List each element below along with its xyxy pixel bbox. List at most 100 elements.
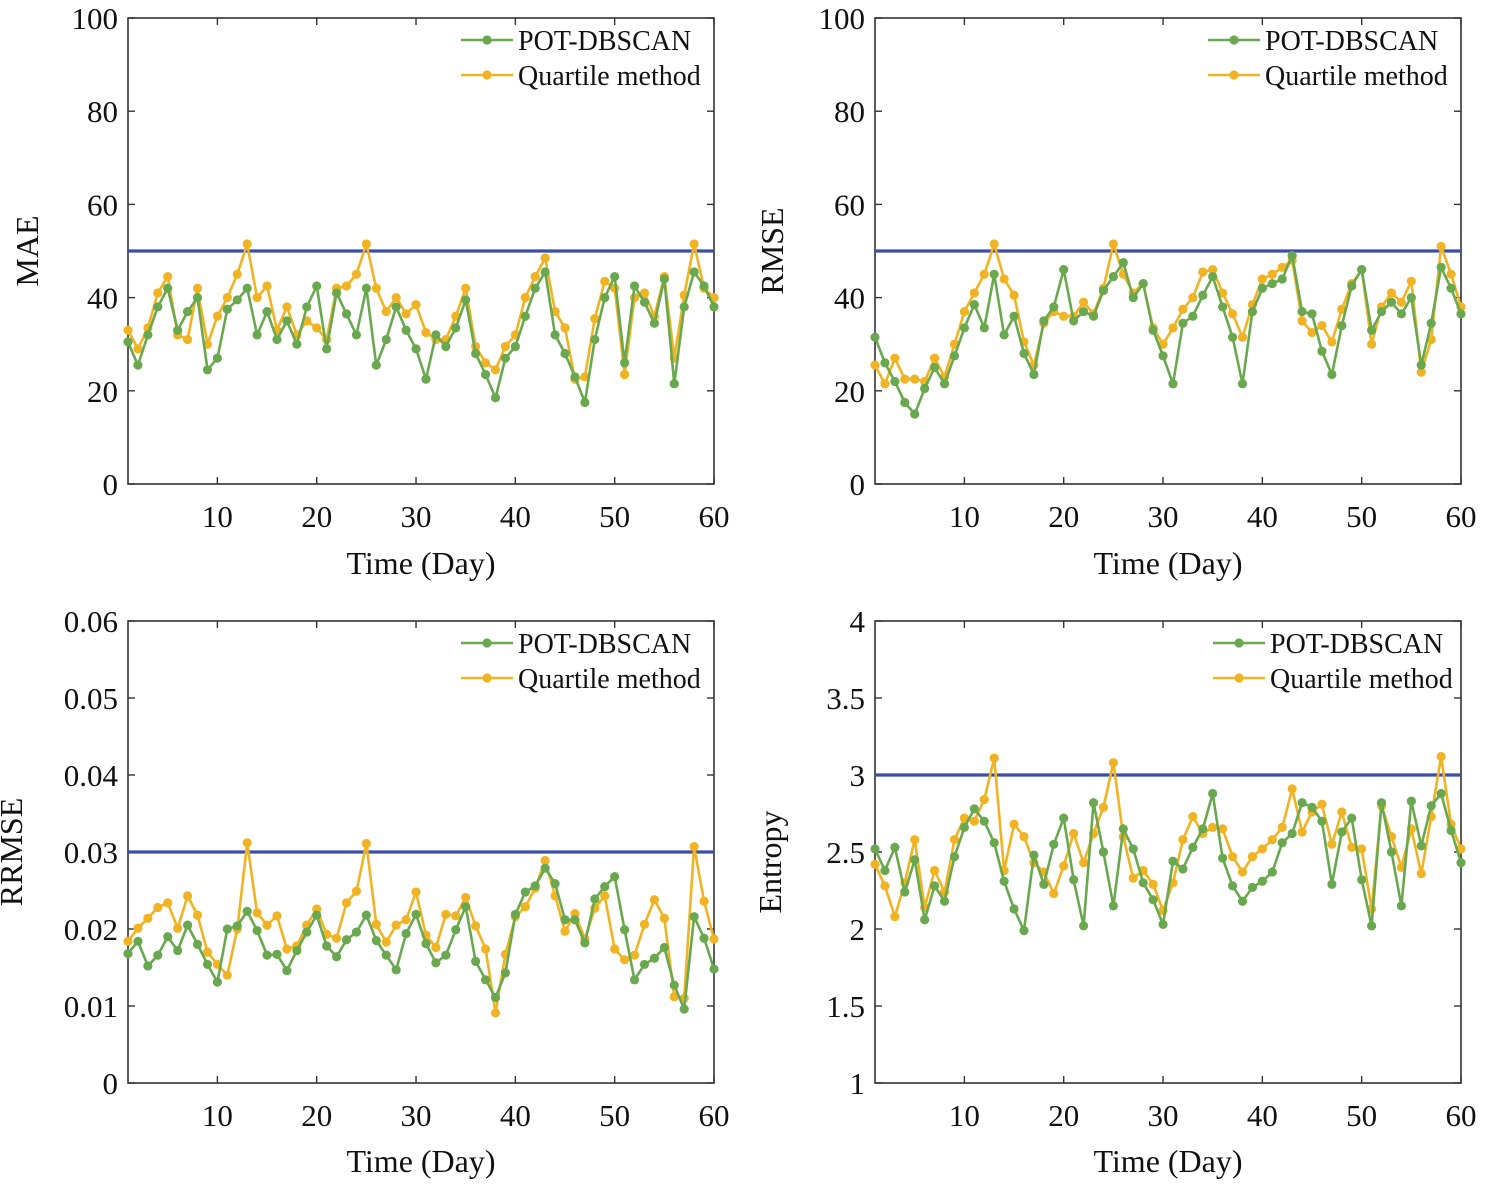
pot-dbscan-data-point — [900, 397, 910, 408]
quartile-method-data-point — [490, 365, 501, 375]
quartile-method-data-point — [212, 311, 222, 321]
pot-dbscan-data-point — [471, 348, 481, 359]
quartile-method-data-point — [900, 374, 910, 384]
legend-marker — [1234, 673, 1244, 683]
quartile-method-data-point — [341, 898, 352, 908]
quartile-method-data-point — [331, 933, 342, 943]
y-tick-label: 0.01 — [64, 989, 118, 1024]
pot-dbscan-data-point — [242, 906, 252, 916]
pot-dbscan-data-point — [1247, 882, 1258, 893]
pot-dbscan-data-point — [1337, 320, 1347, 331]
x-tick-label: 30 — [401, 1098, 432, 1133]
quartile-method-data-point — [232, 269, 242, 279]
pot-dbscan-data-point — [1098, 847, 1109, 857]
pot-dbscan-data-point — [133, 936, 143, 946]
pot-dbscan-data-point — [1208, 788, 1218, 799]
quartile-method-data-point — [282, 302, 292, 312]
quartile-method-data-point — [870, 859, 880, 869]
pot-dbscan-data-point — [1367, 325, 1377, 335]
quartile-method-data-point — [929, 865, 940, 876]
y-tick-label: 1 — [850, 1066, 866, 1101]
pot-dbscan-data-point — [1357, 265, 1367, 275]
pot-dbscan-data-point — [910, 409, 920, 419]
pot-dbscan-data-point — [1237, 379, 1248, 389]
pot-dbscan-data-point — [1198, 290, 1208, 300]
pot-dbscan-data-point — [870, 844, 880, 854]
quartile-method-data-point — [1297, 316, 1307, 326]
quartile-method-data-point — [123, 936, 133, 946]
pot-dbscan-data-point — [322, 941, 332, 951]
x-axis-title: Time (Day) — [346, 545, 495, 581]
quartile-method-data-point — [361, 838, 371, 849]
quartile-method-data-point — [1367, 339, 1377, 349]
pot-dbscan-data-point — [939, 896, 950, 906]
pot-dbscan-data-point — [1456, 309, 1466, 319]
pot-dbscan-series-line — [126, 270, 716, 404]
pot-dbscan-data-point — [302, 927, 312, 937]
pot-dbscan-data-point — [689, 267, 699, 277]
pot-dbscan-data-point — [600, 882, 610, 892]
quartile-method-data-point — [1128, 873, 1138, 883]
pot-dbscan-data-point — [959, 822, 969, 832]
quartile-method-data-point — [252, 293, 262, 303]
y-tick-label: 2.5 — [826, 835, 865, 870]
pot-dbscan-data-point — [1168, 379, 1178, 389]
pot-dbscan-data-point — [1237, 896, 1248, 906]
quartile-method-data-point — [1188, 293, 1198, 303]
pot-dbscan-data-point — [939, 379, 950, 389]
pot-dbscan-data-point — [530, 283, 540, 293]
pot-dbscan-data-point — [401, 929, 411, 939]
legend-marker — [482, 673, 492, 683]
pot-dbscan-data-point — [361, 910, 371, 920]
y-tick-label: 20 — [834, 374, 865, 409]
pot-dbscan-data-point — [580, 938, 590, 948]
pot-dbscan-data-point — [1376, 798, 1387, 808]
pot-dbscan-data-point — [620, 358, 630, 368]
quartile-method-data-point — [1337, 807, 1347, 817]
pot-dbscan-data-point — [1108, 272, 1118, 282]
x-tick-label: 50 — [1346, 499, 1377, 534]
pot-dbscan-data-point — [1446, 283, 1456, 293]
legend-marker — [482, 638, 492, 648]
legend-label: POT-DBSCAN — [1270, 629, 1443, 660]
quartile-method-data-point — [371, 283, 381, 293]
pot-dbscan-data-point — [1158, 919, 1168, 929]
pot-dbscan-data-point — [969, 804, 979, 814]
quartile-method-data-point — [192, 910, 203, 920]
x-tick-label: 60 — [699, 499, 730, 534]
x-tick-label: 20 — [1048, 499, 1079, 534]
pot-dbscan-data-point — [1208, 272, 1218, 282]
pot-dbscan-data-point — [550, 878, 560, 889]
pot-dbscan-data-point — [659, 942, 669, 953]
legend-label: Quartile method — [518, 664, 701, 695]
quartile-method-data-point — [1108, 239, 1118, 249]
quartile-method-data-point — [173, 923, 183, 933]
pot-dbscan-data-point — [1029, 369, 1039, 380]
quartile-method-data-point — [272, 911, 282, 921]
pot-dbscan-data-point — [979, 816, 989, 826]
pot-dbscan-data-point — [262, 306, 272, 317]
quartile-method-data-point — [1019, 832, 1029, 842]
pot-dbscan-data-point — [182, 306, 193, 317]
pot-dbscan-data-point — [1367, 921, 1377, 931]
pot-dbscan-data-point — [242, 283, 252, 293]
x-tick-label: 30 — [1148, 1098, 1179, 1133]
quartile-method-data-point — [620, 955, 630, 965]
pot-dbscan-data-point — [1158, 351, 1168, 361]
pot-dbscan-data-point — [1317, 816, 1327, 826]
pot-dbscan-data-point — [381, 334, 391, 345]
pot-dbscan-data-point — [1327, 879, 1337, 889]
pot-dbscan-data-point — [699, 933, 709, 943]
pot-dbscan-data-point — [1456, 858, 1466, 868]
pot-dbscan-data-point — [252, 330, 262, 340]
pot-dbscan-data-point — [421, 374, 431, 384]
quartile-method-data-point — [639, 288, 650, 298]
pot-dbscan-data-point — [490, 393, 501, 403]
x-tick-label: 20 — [301, 1098, 332, 1133]
pot-dbscan-data-point — [153, 950, 163, 960]
pot-dbscan-data-point — [910, 855, 920, 865]
pot-dbscan-data-point — [1098, 286, 1109, 296]
quartile-method-data-point — [659, 913, 669, 923]
quartile-method-data-point — [1317, 799, 1327, 809]
pot-dbscan-data-point — [1257, 283, 1267, 293]
